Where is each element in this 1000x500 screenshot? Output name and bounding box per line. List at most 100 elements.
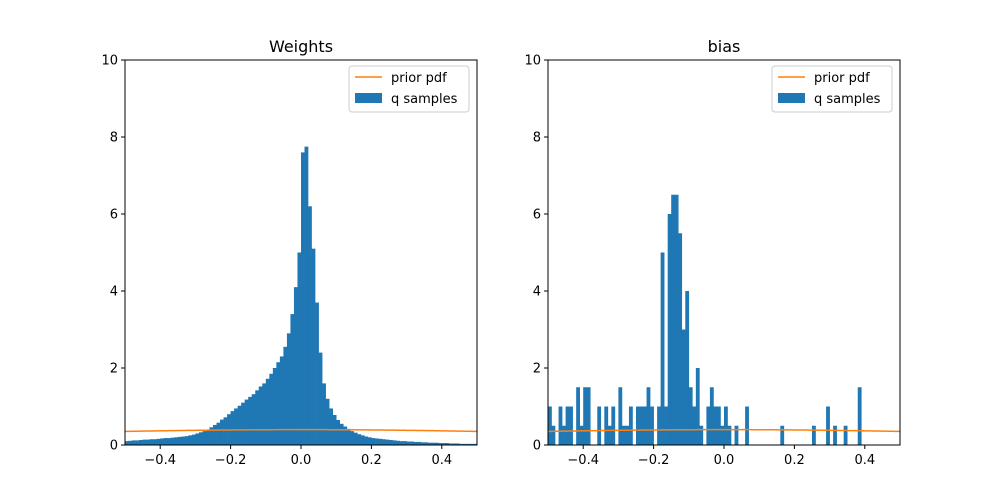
- histogram-bar: [628, 406, 633, 445]
- histogram-bar: [378, 438, 383, 445]
- histogram-bar: [318, 352, 323, 445]
- histogram-bar: [713, 406, 718, 445]
- histogram-bar: [279, 356, 284, 445]
- histogram-bar: [142, 439, 147, 445]
- y-tick-label: 4: [533, 285, 541, 300]
- histogram-bar: [716, 406, 721, 445]
- histogram-bar: [424, 442, 429, 445]
- x-tick-label: −0.4: [144, 453, 176, 468]
- subplot-weights: Weights −0.4 −0.2 0.0 0.2 0.4 0 2 4 6 8 10 prior p…: [101, 37, 478, 469]
- histogram-bar: [374, 438, 379, 445]
- histogram-bar: [674, 194, 679, 445]
- histogram-bar: [392, 440, 397, 445]
- histogram-bar: [706, 406, 711, 445]
- histogram-bar: [548, 406, 552, 445]
- histogram-bar: [234, 408, 238, 445]
- y-tick-label: 8: [533, 131, 541, 146]
- histogram-bar: [843, 425, 848, 445]
- histogram-bar: [427, 442, 432, 445]
- y-tick-label: 10: [101, 54, 118, 69]
- histogram-bar: [734, 425, 739, 445]
- histogram-bar: [583, 387, 588, 445]
- histogram-bar: [625, 425, 630, 445]
- histogram-bar: [160, 438, 165, 445]
- histogram-bar: [607, 425, 612, 445]
- histogram-bar: [367, 437, 372, 445]
- y-tick-label: 6: [533, 208, 541, 223]
- histogram-bar: [184, 436, 189, 445]
- x-tick-label: 0.4: [854, 453, 875, 468]
- histogram-bar: [304, 146, 309, 446]
- histogram-bar: [188, 435, 193, 446]
- histogram-bar: [385, 439, 390, 445]
- histogram-bar: [857, 387, 862, 445]
- histogram-bar: [417, 441, 421, 445]
- histogram-bar: [685, 291, 690, 445]
- histogram-bar: [269, 373, 274, 445]
- histogram-bar: [636, 406, 640, 445]
- axis-ticks: −0.4 −0.2 0.0 0.2 0.4 0 2 4 6 8 10: [101, 54, 452, 469]
- histogram-bar: [643, 406, 647, 445]
- legend-samples-swatch: [355, 93, 382, 103]
- histogram-bar: [195, 433, 200, 445]
- histogram-bar: [431, 442, 436, 445]
- y-tick-label: 2: [110, 362, 118, 377]
- histogram-bar: [389, 440, 393, 445]
- prior-pdf-line: [547, 428, 901, 433]
- histogram-bar: [420, 442, 425, 445]
- histogram-bar: [230, 411, 235, 445]
- legend-label-prior: prior pdf: [814, 71, 870, 86]
- histogram-bar: [223, 417, 228, 445]
- histogram-bar: [163, 438, 168, 445]
- histogram-bar: [360, 435, 365, 446]
- legend: prior pdf q samples: [771, 65, 893, 113]
- histogram-bar: [410, 441, 414, 445]
- y-tick-label: 0: [110, 439, 118, 454]
- histogram-bar: [724, 406, 728, 445]
- histogram-bar: [597, 406, 602, 445]
- histogram-bar: [812, 425, 816, 445]
- histogram-bar: [720, 425, 725, 445]
- x-tick-label: 0.0: [291, 453, 312, 468]
- histogram-bar: [459, 443, 464, 445]
- histogram-bar: [170, 437, 175, 445]
- histogram-bar: [403, 441, 407, 445]
- histogram-bar: [283, 346, 288, 445]
- legend-label-samples: q samples: [391, 92, 458, 107]
- histogram-bar: [399, 441, 404, 445]
- histogram-bar: [664, 406, 668, 445]
- histogram-bar: [167, 438, 172, 445]
- histogram-bar: [132, 440, 136, 445]
- histogram-bar: [343, 426, 348, 445]
- histogram-bar: [156, 438, 161, 445]
- histogram-bar: [462, 443, 467, 445]
- histogram-bar: [301, 152, 305, 445]
- histogram-bar: [604, 406, 609, 445]
- x-tick-label: −0.2: [215, 453, 247, 468]
- histogram-bar: [452, 443, 457, 445]
- histogram-bar: [139, 440, 143, 445]
- histogram-bar: [258, 386, 263, 445]
- histogram-bar: [255, 390, 260, 445]
- histogram-bar: [833, 425, 837, 445]
- histogram-bar: [216, 422, 221, 445]
- histogram-bar: [660, 252, 665, 445]
- legend: prior pdf q samples: [348, 65, 470, 113]
- histogram-bar: [639, 406, 644, 445]
- histogram-bar: [198, 432, 203, 445]
- histogram-bar: [586, 387, 591, 445]
- legend-label-prior: prior pdf: [391, 71, 447, 86]
- histogram-bar: [237, 405, 242, 445]
- histogram-bars: [548, 194, 862, 445]
- histogram-bar: [241, 402, 245, 445]
- histogram-bar: [709, 387, 714, 445]
- histogram-bar: [826, 406, 830, 445]
- histogram-bar: [205, 429, 210, 445]
- histogram-bar: [286, 333, 291, 445]
- histogram-bar: [248, 396, 253, 446]
- histogram-bar: [353, 432, 358, 445]
- histogram-bar: [727, 425, 732, 445]
- histogram-bar: [396, 440, 400, 445]
- histogram-bar: [611, 406, 616, 445]
- histogram-bar: [466, 443, 471, 445]
